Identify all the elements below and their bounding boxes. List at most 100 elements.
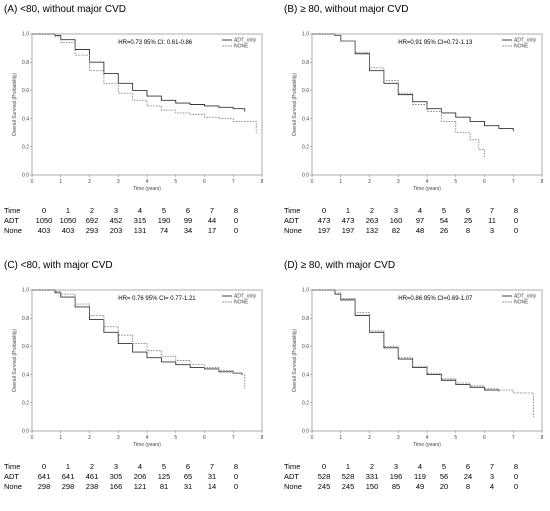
x-tick-label: 5	[174, 435, 177, 441]
risk-cell: 49	[415, 481, 425, 491]
risk-cell: 0	[321, 205, 327, 215]
risk-cell: 131	[133, 225, 147, 235]
x-tick-label: 8	[541, 435, 544, 441]
x-tick-label: 3	[117, 435, 120, 441]
series-line-none	[312, 33, 485, 159]
y-tick-label: 1.0	[302, 288, 309, 294]
y-tick-label: 0.2	[22, 145, 29, 151]
risk-cell: 4	[417, 205, 423, 215]
x-tick-label: 2	[368, 435, 371, 441]
risk-row-label: ADT	[284, 215, 299, 225]
x-tick-label: 4	[426, 435, 429, 441]
legend-label: ADT_only	[514, 38, 536, 44]
risk-cell: 0	[233, 471, 239, 481]
x-tick-label: 7	[512, 435, 515, 441]
risk-cell: 190	[157, 215, 171, 225]
risk-cell: 3	[113, 461, 119, 471]
risk-cell: 3	[489, 225, 495, 235]
x-tick-label: 3	[117, 179, 120, 185]
risk-row-label: Time	[284, 205, 301, 215]
risk-row-time: Time 0 1 2 3 4 5 6 7 8	[284, 461, 528, 471]
panel-title: (C) <80, with major CVD	[4, 260, 113, 271]
risk-row-label: None	[4, 481, 22, 491]
y-tick-label: 0.2	[302, 401, 309, 407]
y-tick-label: 0.8	[22, 316, 29, 322]
risk-cell: 245	[317, 481, 331, 491]
y-tick-label: 0.4	[22, 372, 29, 378]
risk-cell: 197	[317, 225, 331, 235]
risk-row-none: None 245 245 150 85 49 20 8 4 0	[284, 481, 528, 491]
risk-row-label: None	[284, 481, 302, 491]
x-tick-label: 8	[261, 435, 264, 441]
risk-cell: 44	[207, 215, 217, 225]
risk-cell: 20	[439, 481, 449, 491]
x-axis-label: Time (years)	[133, 186, 161, 192]
risk-cell: 1050	[35, 215, 53, 225]
hazard-ratio-annotation: HR=0.91 95% CI=0.72-1.13	[398, 40, 473, 46]
risk-cell: 0	[41, 461, 47, 471]
km-plot-c: 0 1 2 3 4 5 6 7 8 0.0 0.2 0.4 0.6 0.8 1.0 Time (years) O…	[12, 288, 264, 448]
risk-cell: 14	[207, 481, 217, 491]
y-tick-label: 0.2	[302, 145, 309, 151]
risk-cell: 0	[233, 215, 239, 225]
legend-label: NONE	[514, 300, 529, 306]
risk-cell: 245	[341, 481, 355, 491]
risk-cell: 2	[89, 461, 95, 471]
x-tick-label: 6	[483, 435, 486, 441]
risk-cell: 4	[137, 461, 143, 471]
risk-cell: 0	[41, 205, 47, 215]
risk-cell: 305	[109, 471, 123, 481]
risk-cell: 26	[439, 225, 449, 235]
x-tick-label: 4	[146, 179, 149, 185]
risk-cell: 3	[393, 461, 399, 471]
x-tick-label: 8	[541, 179, 544, 185]
risk-cell: 0	[233, 481, 239, 491]
risk-cell: 0	[513, 215, 519, 225]
risk-cell: 203	[109, 225, 123, 235]
risk-cell: 403	[37, 225, 51, 235]
y-tick-label: 0.6	[302, 88, 309, 94]
risk-cell: 5	[161, 461, 167, 471]
risk-cell: 34	[183, 225, 193, 235]
hazard-ratio-annotation: HR=0.73 95% CI: 0.61-0.86	[118, 40, 193, 46]
risk-cell: 31	[207, 471, 217, 481]
legend-label: ADT_only	[234, 294, 256, 300]
risk-row-label: ADT	[4, 471, 19, 481]
risk-cell: 7	[489, 461, 495, 471]
risk-cell: 7	[489, 205, 495, 215]
risk-row-adt: ADT 1050 1050 692 452 315 190 99 44 0	[4, 215, 248, 225]
x-tick-label: 1	[339, 435, 342, 441]
x-tick-label: 0	[311, 435, 314, 441]
x-tick-label: 1	[59, 435, 62, 441]
x-tick-label: 7	[232, 435, 235, 441]
risk-cell: 1	[345, 461, 351, 471]
risk-cell: 452	[109, 215, 123, 225]
y-tick-label: 0.6	[22, 344, 29, 350]
risk-cell: 6	[465, 461, 471, 471]
y-tick-label: 0.0	[22, 173, 29, 179]
y-tick-label: 0.0	[22, 429, 29, 435]
y-tick-label: 0.8	[302, 60, 309, 66]
risk-cell: 3	[113, 205, 119, 215]
y-tick-label: 1.0	[22, 32, 29, 38]
y-tick-label: 0.0	[302, 173, 309, 179]
risk-row-none: None 298 298 238 166 121 81 31 14 0	[4, 481, 248, 491]
panel-title: (B) ≥ 80, without major CVD	[284, 4, 409, 15]
risk-cell: 4	[417, 461, 423, 471]
panel-title: (A) <80, without major CVD	[4, 4, 126, 15]
legend-label: ADT_only	[514, 294, 536, 300]
legend-label: NONE	[514, 44, 529, 50]
risk-cell: 54	[439, 215, 449, 225]
hazard-ratio-annotation: HR= 0.76 95% CI= 0.77-1.21	[118, 296, 196, 302]
risk-cell: 7	[209, 461, 215, 471]
x-tick-label: 0	[311, 179, 314, 185]
legend-label: ADT_only	[234, 38, 256, 44]
risk-cell: 473	[317, 215, 331, 225]
x-tick-label: 4	[146, 435, 149, 441]
x-tick-label: 8	[261, 179, 264, 185]
risk-cell: 293	[85, 225, 99, 235]
panel-b: (B) ≥ 80, without major CVD 0 1 2 3 4 5 6 7 8 0.0…	[280, 0, 550, 255]
x-tick-label: 6	[483, 179, 486, 185]
y-axis-label: Overall Survival (Probability)	[292, 329, 298, 392]
series-line-adt-only	[32, 33, 246, 112]
